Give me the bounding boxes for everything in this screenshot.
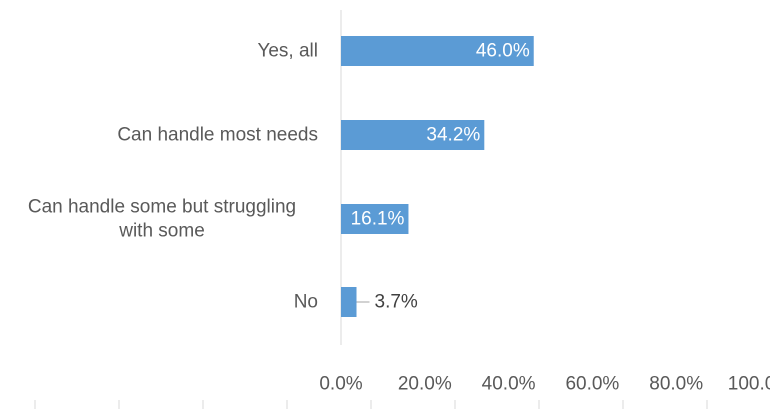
category-label: No <box>294 292 318 313</box>
category-label: Yes, all <box>257 41 318 62</box>
value-labels: 46.0% 34.2% 16.1% 3.7% <box>351 41 530 313</box>
category-label: Can handle some but struggling <box>28 197 296 218</box>
category-label: Can handle most needs <box>117 125 318 146</box>
bar <box>341 120 485 150</box>
x-tick-labels: 0.0% 20.0% 40.0% 60.0% 80.0% 100.0% <box>319 374 770 395</box>
data-label: 34.2% <box>426 125 480 146</box>
x-tick-label: 20.0% <box>398 374 452 395</box>
data-label: 16.1% <box>351 209 405 230</box>
x-tick-label: 40.0% <box>482 374 536 395</box>
x-tick-label: 80.0% <box>649 374 703 395</box>
x-tick-label: 100.0% <box>728 374 770 395</box>
bar <box>341 36 534 66</box>
x-tick-label: 60.0% <box>565 374 619 395</box>
bar <box>341 287 357 317</box>
category-labels: Yes, all Can handle most needs Can handle … <box>28 41 318 313</box>
data-label: 46.0% <box>476 41 530 62</box>
category-label: with some <box>118 221 205 242</box>
bar <box>341 204 409 234</box>
chart-bars <box>341 36 534 317</box>
data-label: 3.7% <box>375 292 418 313</box>
x-tick-label: 0.0% <box>319 374 362 395</box>
